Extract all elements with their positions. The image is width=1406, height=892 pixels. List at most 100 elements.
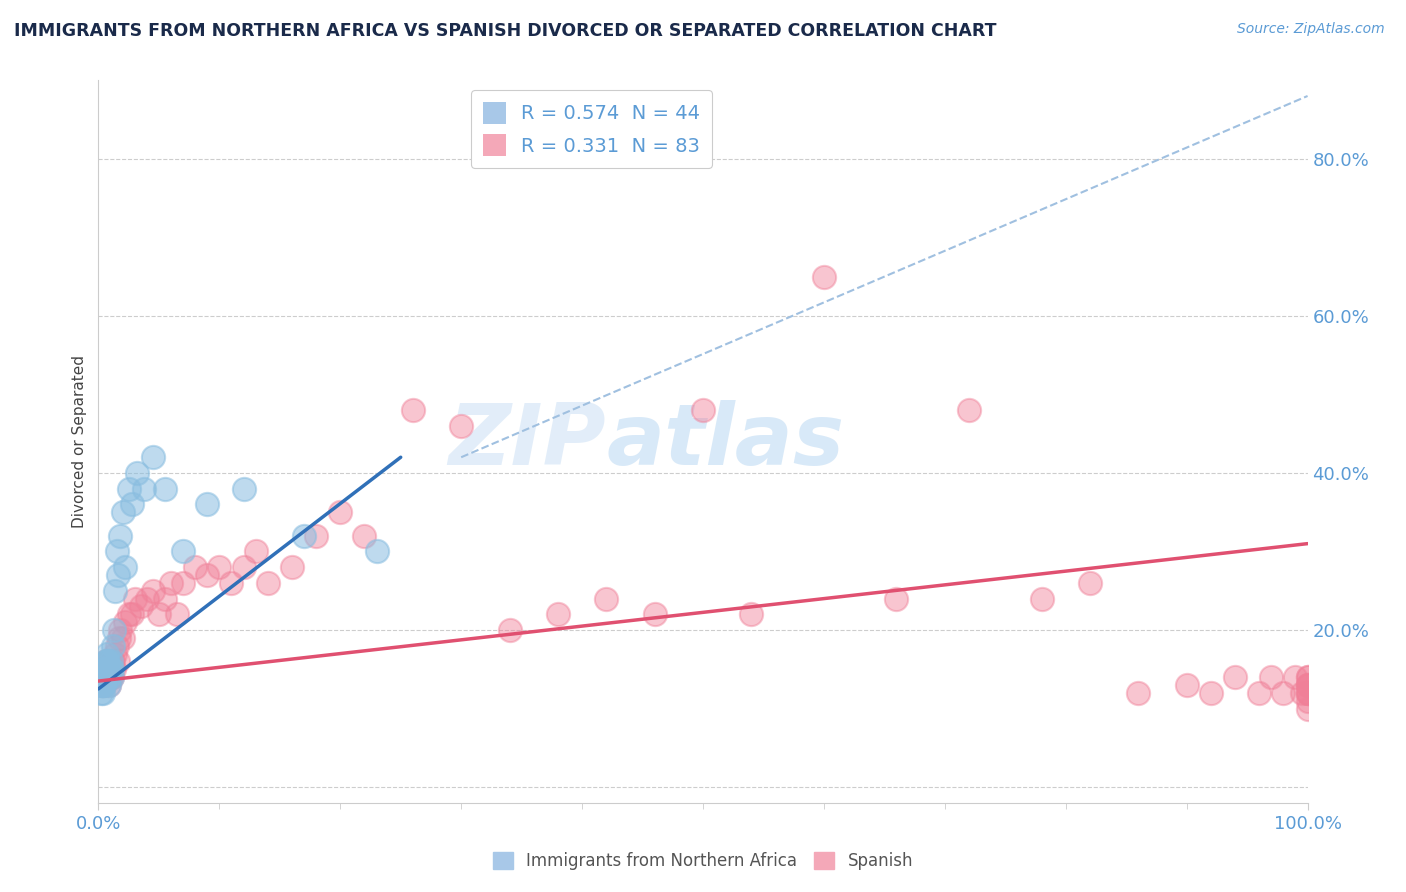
Point [98,662,121,676]
Point [91,670,114,684]
Point [91,662,114,676]
Point [100,670,122,684]
Point [108,631,131,645]
Point [1284,670,1306,684]
Point [1031,591,1053,606]
Point [692,403,714,417]
Point [97,662,120,676]
Point [740,607,762,622]
Point [1291,686,1313,700]
Point [644,607,666,622]
Point [105,544,128,558]
Point [93,670,115,684]
Point [97,670,120,684]
Point [103,662,125,676]
Point [96,655,118,669]
Point [1175,678,1198,692]
Point [232,482,254,496]
Text: IMMIGRANTS FROM NORTHERN AFRICA VS SPANISH DIVORCED OR SEPARATED CORRELATION CHA: IMMIGRANTS FROM NORTHERN AFRICA VS SPANI… [14,22,997,40]
Point [100,670,122,684]
Point [90,670,112,684]
Point [108,623,131,637]
Point [1296,686,1319,700]
Point [107,568,129,582]
Point [135,591,157,606]
Point [90,678,112,692]
Point [94,662,117,676]
Point [124,591,146,606]
Point [1260,670,1282,684]
Point [329,505,352,519]
Point [111,505,134,519]
Point [172,544,194,558]
Point [96,670,118,684]
Text: atlas: atlas [606,400,845,483]
Point [91,678,114,692]
Point [89,670,111,684]
Point [221,575,243,590]
Point [498,623,520,637]
Point [166,607,188,622]
Point [353,529,375,543]
Point [172,575,194,590]
Point [208,560,231,574]
Point [232,560,254,574]
Point [129,599,152,614]
Point [813,269,835,284]
Point [94,655,117,669]
Point [100,662,122,676]
Point [100,655,122,669]
Point [97,670,120,684]
Point [101,639,124,653]
Point [1296,701,1319,715]
Point [134,482,156,496]
Point [450,418,472,433]
Point [91,662,114,676]
Point [245,544,267,558]
Point [184,560,207,574]
Point [121,497,143,511]
Point [97,655,120,669]
Point [93,678,115,692]
Point [93,662,115,676]
Point [98,670,121,684]
Point [111,631,134,645]
Point [547,607,569,622]
Point [402,403,425,417]
Point [1296,678,1319,692]
Point [1199,686,1222,700]
Point [1296,670,1319,684]
Point [107,655,129,669]
Point [100,655,122,669]
Point [94,670,117,684]
Text: ZIP: ZIP [449,400,606,483]
Point [1272,686,1295,700]
Point [118,607,141,622]
Point [90,686,112,700]
Point [1296,678,1319,692]
Point [1078,575,1101,590]
Legend: R = 0.574  N = 44, R = 0.331  N = 83: R = 0.574 N = 44, R = 0.331 N = 83 [471,90,711,168]
Point [98,678,121,692]
Point [1128,686,1150,700]
Point [142,583,165,598]
Point [305,529,328,543]
Point [121,607,143,622]
Point [105,639,128,653]
Point [103,623,125,637]
Point [153,591,176,606]
Point [108,529,131,543]
Point [1296,678,1319,692]
Point [97,655,120,669]
Point [256,575,278,590]
Point [114,615,136,630]
Point [1296,694,1319,708]
Point [94,662,117,676]
Point [100,662,122,676]
Point [91,686,114,700]
Point [153,482,176,496]
Point [101,655,124,669]
Point [1296,686,1319,700]
Point [91,670,114,684]
Point [91,678,114,692]
